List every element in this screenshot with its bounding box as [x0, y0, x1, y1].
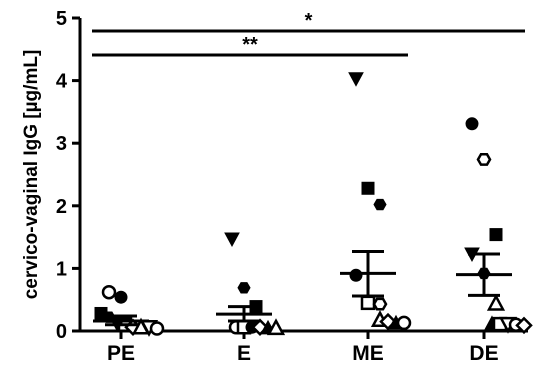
data-point-square-filled	[361, 181, 375, 195]
axes	[72, 16, 528, 339]
significance-label: **	[242, 34, 258, 56]
data-point-square-open	[360, 295, 376, 311]
mean-sem-bars	[93, 249, 512, 327]
data-point-square-filled	[489, 228, 503, 242]
data-point-triangle-down-filled	[348, 72, 364, 87]
data-point-circle-filled	[465, 117, 479, 131]
x-tick-label: PE	[107, 342, 135, 365]
data-points	[94, 72, 533, 337]
data-point-hexagon-open	[476, 153, 492, 166]
x-tick-label: E	[237, 342, 251, 365]
significance-brackets: ***	[92, 10, 525, 57]
data-point-hexagon-filled	[237, 282, 251, 294]
data-point-circle-open	[149, 321, 165, 336]
y-tick-label: 2	[56, 196, 67, 218]
y-axis-title: cervico-vaginal IgG [µg/mL]	[21, 50, 42, 300]
axis-labels: 0 1 2 3 4 5 PE E ME DE cervico-vaginal IgG [µg/mL]	[21, 8, 499, 365]
x-tick-label: ME	[352, 342, 384, 365]
data-point-circle-filled	[349, 268, 363, 282]
data-point-circle-open	[101, 284, 117, 300]
y-tick-label: 0	[56, 321, 67, 343]
data-point-circle-open	[396, 315, 412, 331]
data-point-triangle-open	[486, 293, 506, 311]
data-point-diamond-open	[515, 316, 533, 335]
data-point-circle-filled	[114, 290, 128, 304]
data-point-triangle-open	[266, 318, 286, 336]
data-point-hexagon-filled	[373, 198, 387, 211]
y-tick-label: 1	[56, 258, 67, 280]
y-tick-label: 3	[56, 133, 67, 155]
significance-label: *	[305, 10, 313, 32]
y-tick-label: 4	[56, 71, 68, 93]
y-tick-label: 5	[56, 8, 67, 30]
x-tick-label: DE	[469, 342, 498, 365]
data-point-hexagon-open	[372, 297, 388, 311]
data-point-triangle-down-filled	[224, 232, 240, 248]
